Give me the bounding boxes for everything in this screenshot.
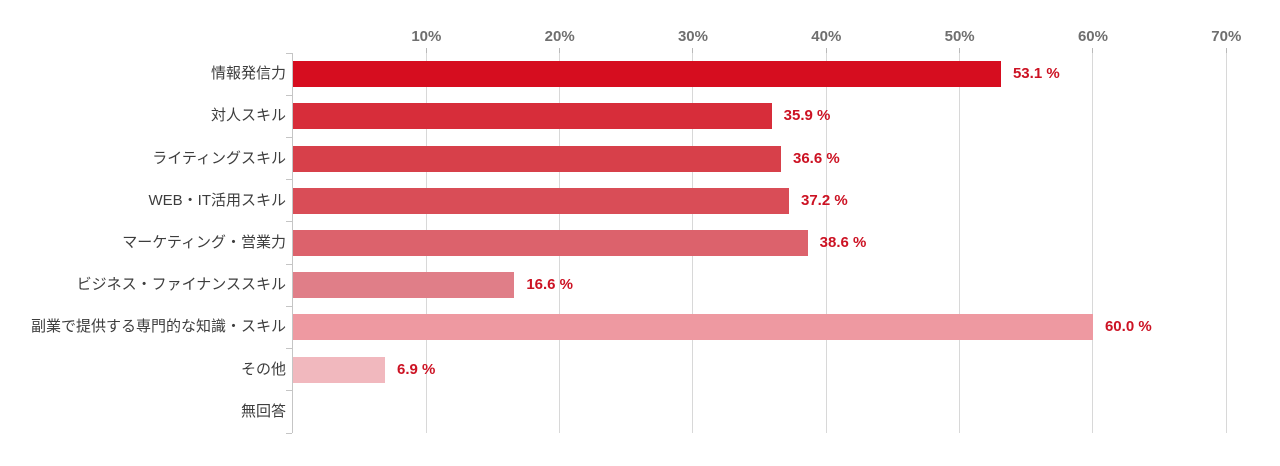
gridline bbox=[1092, 53, 1094, 433]
category-label: 対人スキル bbox=[210, 107, 286, 125]
x-axis-tick bbox=[1225, 48, 1227, 53]
value-label: 16.6 % bbox=[526, 276, 574, 294]
value-label: 37.2 % bbox=[800, 191, 848, 209]
y-axis-tick bbox=[286, 263, 292, 265]
category-label: マーケティング・営業力 bbox=[122, 234, 286, 251]
value-label: 53.1 % bbox=[1012, 65, 1060, 83]
category-label: WEB・IT活用スキル bbox=[148, 191, 287, 209]
y-axis-line bbox=[292, 53, 293, 433]
x-tick-label: 50% bbox=[944, 28, 975, 45]
y-axis-tick bbox=[286, 221, 292, 223]
value-label: 38.6 % bbox=[819, 234, 867, 251]
x-axis-tick bbox=[1092, 48, 1094, 53]
x-tick-label: 40% bbox=[811, 28, 842, 45]
category-label: ライティングスキル bbox=[152, 149, 286, 167]
gridline bbox=[825, 53, 827, 433]
y-axis-tick bbox=[286, 136, 292, 138]
bar bbox=[293, 314, 1093, 341]
y-axis-tick bbox=[286, 179, 292, 181]
value-label: 36.6 % bbox=[792, 149, 840, 167]
gridline bbox=[959, 53, 961, 433]
y-axis-tick bbox=[286, 390, 292, 392]
bar bbox=[293, 103, 772, 130]
value-label: 60.0 % bbox=[1104, 318, 1152, 336]
y-axis-tick bbox=[286, 94, 292, 96]
bar bbox=[293, 272, 515, 299]
bar bbox=[293, 61, 1001, 88]
gridline bbox=[1225, 53, 1227, 433]
x-axis-tick bbox=[959, 48, 961, 53]
y-axis-tick bbox=[286, 52, 292, 54]
x-tick-label: 70% bbox=[1211, 28, 1242, 45]
y-axis-tick bbox=[286, 432, 292, 434]
value-label: 6.9 % bbox=[396, 360, 436, 378]
value-label: 35.9 % bbox=[783, 107, 831, 125]
bar bbox=[293, 145, 781, 172]
x-tick-label: 30% bbox=[677, 28, 708, 45]
x-axis-tick bbox=[692, 48, 694, 53]
bar bbox=[293, 187, 789, 214]
category-label: その他 bbox=[240, 360, 286, 378]
category-label: ビジネス・ファイナンススキル bbox=[76, 276, 286, 294]
bar bbox=[293, 230, 808, 256]
x-axis-tick bbox=[559, 48, 561, 53]
x-axis-tick bbox=[825, 48, 827, 53]
category-label: 副業で提供する専門的な知識・スキル bbox=[30, 318, 286, 336]
y-axis-tick bbox=[286, 305, 292, 307]
x-axis-tick bbox=[425, 48, 427, 53]
category-label: 情報発信力 bbox=[210, 65, 286, 83]
x-tick-label: 60% bbox=[1077, 28, 1108, 45]
x-tick-label: 20% bbox=[544, 28, 575, 45]
category-label: 無回答 bbox=[240, 402, 286, 420]
y-axis-tick bbox=[286, 348, 292, 350]
x-tick-label: 10% bbox=[411, 28, 442, 45]
bar bbox=[293, 356, 385, 383]
